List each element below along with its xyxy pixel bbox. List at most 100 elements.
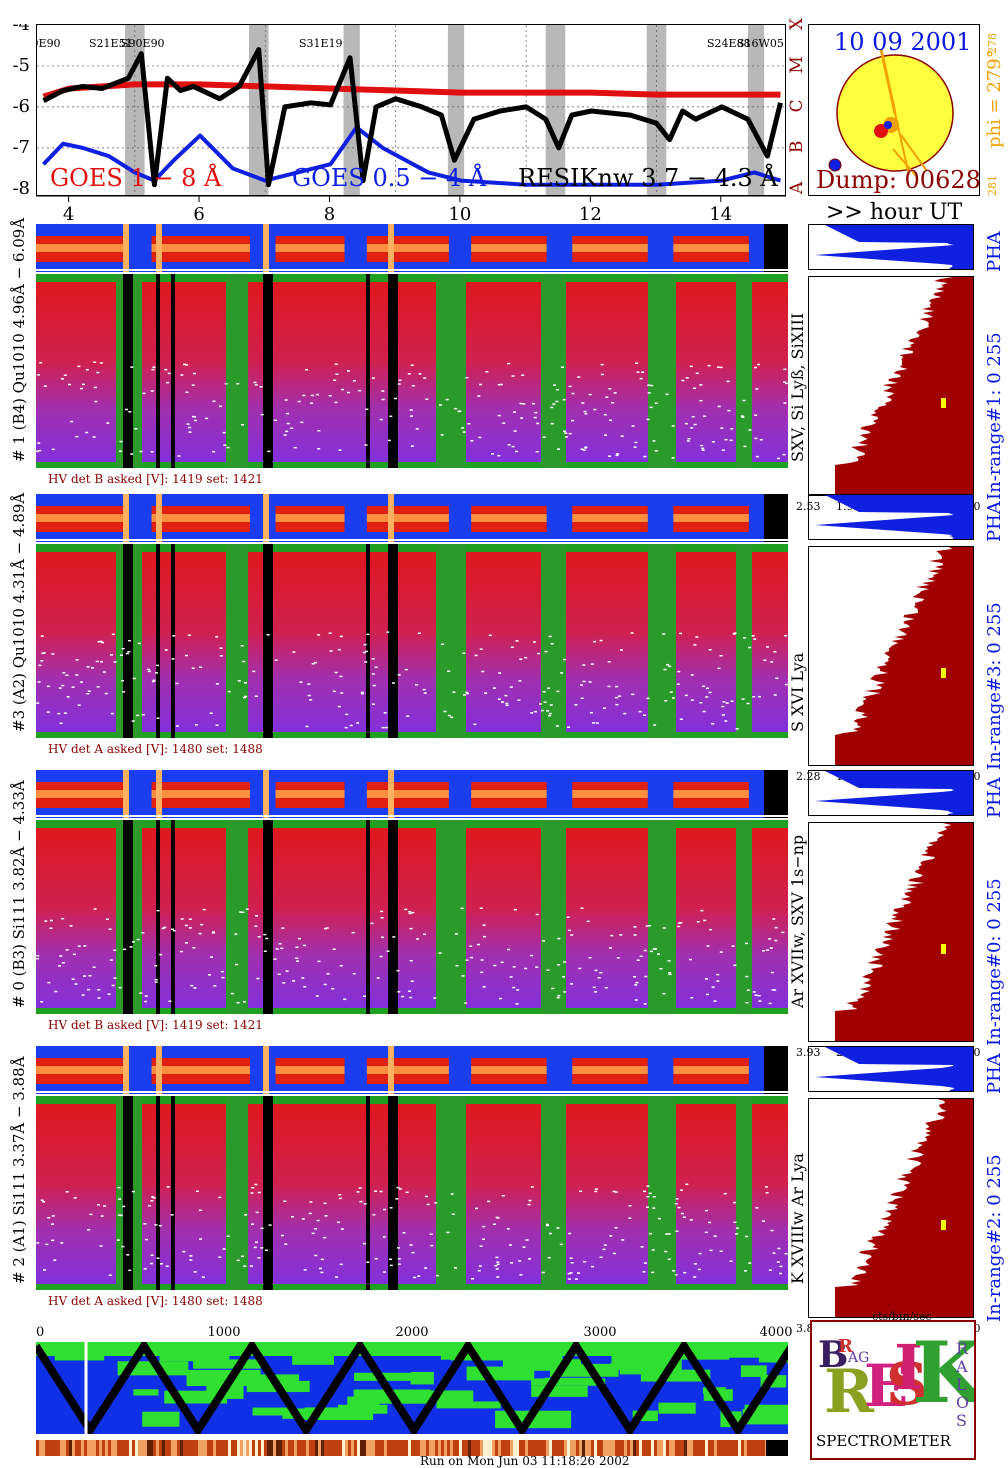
channel-2-range: In-range#0: 0 255 bbox=[984, 878, 1005, 1046]
spec-speck bbox=[144, 1238, 148, 1241]
spec-speck bbox=[392, 936, 396, 938]
spec-speck bbox=[735, 1233, 739, 1235]
spec-speck bbox=[512, 966, 516, 968]
strip-cell bbox=[81, 1440, 84, 1456]
spec-speck bbox=[193, 987, 197, 989]
spec-speck bbox=[582, 664, 586, 666]
spec-speck bbox=[450, 1193, 454, 1195]
spec-speck bbox=[46, 711, 50, 713]
spec-speck bbox=[458, 410, 462, 412]
spec-speck bbox=[113, 977, 117, 979]
spec-speck bbox=[93, 908, 97, 910]
spec-speck bbox=[92, 966, 96, 968]
strip-cell bbox=[279, 1440, 282, 1456]
spec-speck bbox=[417, 1275, 421, 1277]
spec-speck bbox=[113, 949, 117, 951]
spec-speck bbox=[58, 687, 62, 689]
spec-green-band bbox=[436, 544, 466, 738]
strip-cell bbox=[510, 1440, 513, 1456]
spec-speck bbox=[609, 1235, 613, 1237]
spec-speck bbox=[506, 1228, 510, 1230]
y-tick: -5 bbox=[12, 55, 30, 76]
spec-speck bbox=[36, 1242, 40, 1244]
spec-speck bbox=[150, 1196, 154, 1198]
spec-speck bbox=[776, 1261, 780, 1263]
spec-speck bbox=[430, 1244, 434, 1247]
spec-speck bbox=[666, 663, 670, 666]
spec-speck bbox=[582, 680, 586, 683]
spec-speck bbox=[185, 391, 189, 394]
band-flare bbox=[263, 224, 269, 272]
strip-cell bbox=[570, 1440, 573, 1456]
strip-cell bbox=[492, 1440, 495, 1456]
strip-cell bbox=[681, 1440, 684, 1456]
strip-cell bbox=[345, 1440, 348, 1456]
spec-speck bbox=[339, 635, 343, 638]
spec-speck bbox=[668, 972, 672, 974]
spec-speck bbox=[219, 655, 223, 657]
strip-cell bbox=[651, 1440, 654, 1456]
spec-speck bbox=[520, 417, 524, 419]
spec-speck bbox=[49, 927, 53, 930]
spec-speck bbox=[497, 698, 501, 700]
time-tick-label: 10 bbox=[448, 204, 471, 224]
spec-speck bbox=[559, 1243, 563, 1246]
spec-speck bbox=[566, 916, 570, 918]
position-green bbox=[292, 1354, 334, 1365]
spec-speck bbox=[642, 1190, 646, 1193]
spec-speck bbox=[494, 1264, 498, 1267]
band-gap bbox=[647, 224, 674, 272]
spec-speck bbox=[389, 415, 393, 418]
spec-speck bbox=[748, 1262, 752, 1264]
spec-speck bbox=[125, 652, 129, 655]
event-label: S16W05 bbox=[737, 37, 784, 50]
spec-speck bbox=[328, 632, 332, 634]
spec-speck bbox=[685, 377, 689, 379]
spec-speck bbox=[557, 937, 561, 940]
spec-speck bbox=[732, 633, 736, 635]
position-green bbox=[466, 1366, 535, 1381]
spec-speck bbox=[648, 924, 652, 927]
spec-speck bbox=[542, 436, 546, 438]
spec-speck bbox=[295, 946, 299, 949]
spec-speck bbox=[128, 1269, 132, 1272]
spec-speck bbox=[337, 648, 341, 651]
spec-speck bbox=[113, 661, 117, 663]
strip-cell bbox=[135, 1440, 138, 1456]
strip-cell bbox=[690, 1440, 693, 1456]
strip-cell bbox=[123, 1440, 126, 1456]
spec-speck bbox=[577, 376, 581, 378]
position-green bbox=[531, 1385, 588, 1397]
spec-speck bbox=[586, 920, 590, 923]
spec-speck bbox=[535, 966, 539, 968]
strip-cell bbox=[606, 1440, 609, 1456]
spec-speck bbox=[616, 453, 620, 455]
strip-cell bbox=[672, 1440, 675, 1456]
spec-speck bbox=[501, 1194, 505, 1197]
strip-cell bbox=[282, 1440, 285, 1456]
spec-speck bbox=[652, 440, 656, 442]
spec-speck bbox=[241, 911, 245, 914]
spec-speck bbox=[102, 671, 106, 673]
spec-dark-column bbox=[388, 274, 398, 468]
spec-speck bbox=[63, 712, 67, 714]
spec-speck bbox=[374, 1190, 378, 1192]
spec-speck bbox=[634, 999, 638, 1001]
spec-speck bbox=[543, 701, 547, 703]
spec-speck bbox=[609, 419, 613, 422]
spec-dark-column bbox=[263, 544, 273, 738]
spec-speck bbox=[570, 983, 574, 985]
spec-speck bbox=[599, 639, 603, 642]
spec-speck bbox=[301, 977, 305, 979]
spec-speck bbox=[180, 918, 184, 920]
spec-speck bbox=[548, 1232, 552, 1235]
spec-speck bbox=[719, 1250, 723, 1252]
strip-cell bbox=[216, 1440, 219, 1456]
spec-speck bbox=[260, 1227, 264, 1230]
spec-speck bbox=[699, 399, 703, 402]
spec-speck bbox=[703, 919, 707, 922]
band-core bbox=[36, 514, 788, 522]
strip-cell bbox=[459, 1440, 462, 1456]
spec-speck bbox=[109, 959, 113, 961]
sun-panel bbox=[808, 24, 980, 196]
